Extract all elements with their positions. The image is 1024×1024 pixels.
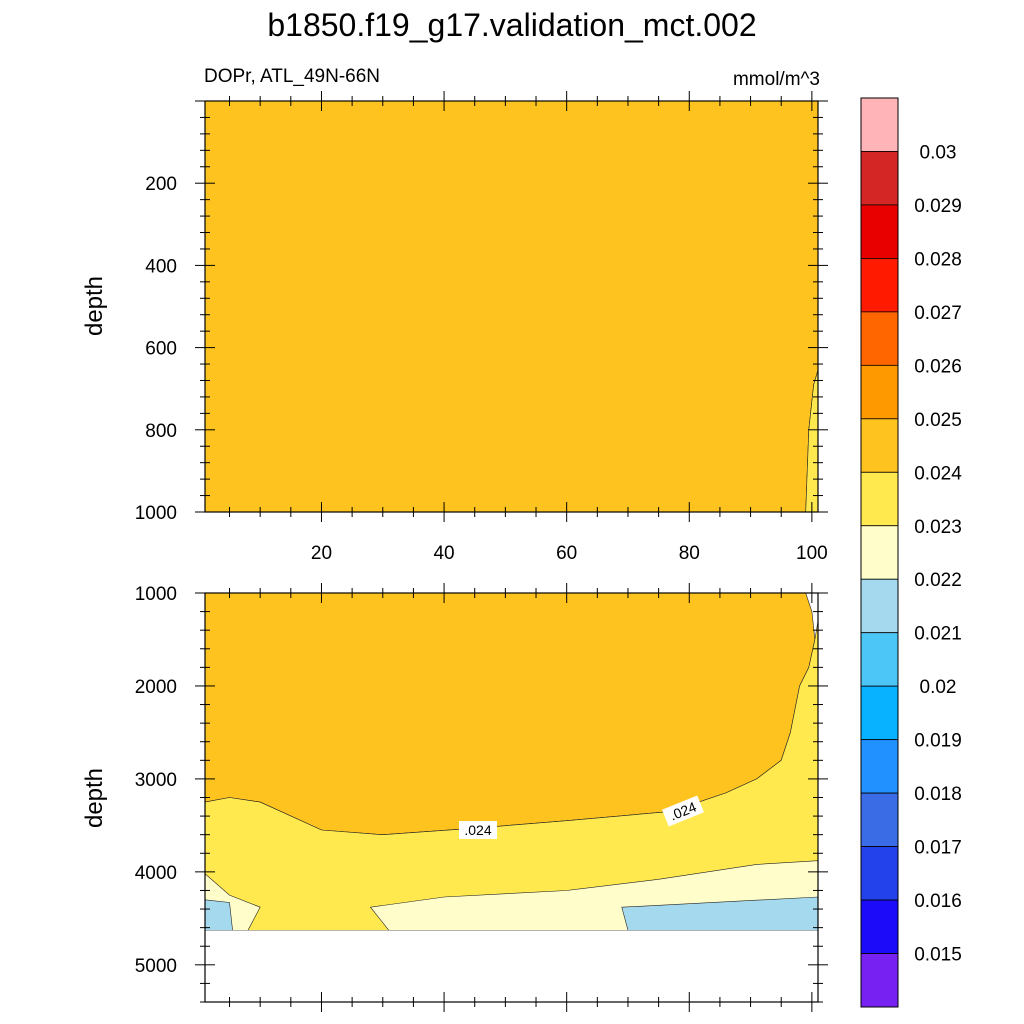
colorbar-swatch [860, 97, 899, 152]
y-tick-label: 1000 [135, 503, 177, 524]
upper-y-axis-label: depth [81, 276, 108, 336]
colorbar-level-label: 0.021 [914, 624, 962, 645]
colorbar-swatch [860, 899, 899, 954]
y-tick-label: 5000 [135, 956, 177, 977]
y-tick-label: 200 [145, 174, 177, 195]
lower-missing-data-area [205, 930, 818, 1002]
x-tick-label: 40 [433, 543, 454, 564]
y-tick-label: 1000 [135, 584, 177, 605]
colorbar-swatch [860, 311, 899, 366]
colorbar-level-label: 0.02 [920, 677, 957, 698]
colorbar-level-label: 0.015 [914, 945, 962, 966]
x-tick-label: 100 [796, 543, 828, 564]
colorbar-level-label: 0.018 [914, 784, 962, 805]
colorbar-level-label: 0.024 [914, 463, 962, 484]
upper-frame [204, 100, 819, 513]
lower-contour-fill [205, 593, 818, 1002]
colorbar-level-label: 0.023 [914, 517, 962, 538]
colorbar-frame [860, 97, 899, 1008]
colorbar-swatch [860, 258, 899, 313]
colorbar-swatch [860, 846, 899, 901]
lower-contour-region-6 [621, 896, 818, 931]
y-tick-label: 600 [145, 339, 177, 360]
colorbar-level-label: 0.016 [914, 891, 962, 912]
colorbar-swatch [860, 792, 899, 847]
colorbar-swatch [860, 471, 899, 527]
colorbar-swatch [860, 739, 899, 794]
colorbar-level-label: 0.028 [914, 249, 962, 270]
upper-ticks: 200 400 600 800 1000 20 40 60 80 100 [135, 91, 828, 564]
colorbar-level-label: 0.025 [914, 410, 962, 431]
y-tick-label: 400 [145, 256, 177, 277]
colorbar: 0.03 0.029 0.028 0.027 0.026 0.025 0.024 0.023 0… [860, 97, 962, 1008]
contour-label-1-box [459, 821, 497, 839]
chart-title: b1850.f19_g17.validation_mct.002 [267, 7, 756, 43]
colorbar-swatch [860, 632, 899, 687]
colorbar-level-label: 0.026 [914, 356, 962, 377]
contour-label-2-box [662, 795, 704, 827]
colorbar-swatch [860, 525, 899, 580]
y-tick-label: 3000 [135, 770, 177, 791]
contour-label-1-text: .024 [464, 822, 491, 838]
lower-contour-region-2 [205, 620, 818, 931]
colorbar-swatch [860, 204, 899, 259]
lower-ticks: 1000 2000 3000 4000 5000 [135, 583, 828, 1012]
x-tick-label: 60 [556, 543, 577, 564]
colorbar-swatch [860, 364, 899, 420]
colorbar-level-label: 0.019 [914, 731, 962, 752]
colorbar-level-label: 0.029 [914, 196, 962, 217]
y-tick-label: 800 [145, 421, 177, 442]
x-tick-label: 80 [679, 543, 700, 564]
colorbar-level-label: 0.03 [920, 143, 957, 164]
colorbar-swatch [860, 578, 899, 634]
lower-contour-region-5 [205, 899, 233, 931]
lower-y-axis-label: depth [81, 768, 108, 828]
contour-label-1: .024 [459, 821, 497, 839]
colorbar-swatch [860, 953, 899, 1008]
variable-region-label: DOPr, ATL_49N-66N [204, 66, 380, 87]
upper-contour-region-2 [805, 370, 818, 512]
colorbar-swatch [860, 685, 899, 741]
colorbar-level-label: 0.027 [914, 303, 962, 324]
y-tick-label: 2000 [135, 677, 177, 698]
upper-contour-fill [205, 101, 818, 512]
colorbar-swatch [860, 418, 899, 473]
upper-panel: 200 400 600 800 1000 20 40 60 80 100 depth [81, 91, 828, 564]
colorbar-level-label: 0.022 [914, 570, 962, 591]
colorbar-level-label: 0.017 [914, 838, 962, 859]
colorbar-swatch [860, 151, 899, 206]
units-label: mmol/m^3 [733, 69, 820, 90]
y-tick-label: 4000 [135, 863, 177, 884]
upper-contour-region-1 [205, 101, 818, 512]
x-tick-label: 20 [311, 543, 332, 564]
